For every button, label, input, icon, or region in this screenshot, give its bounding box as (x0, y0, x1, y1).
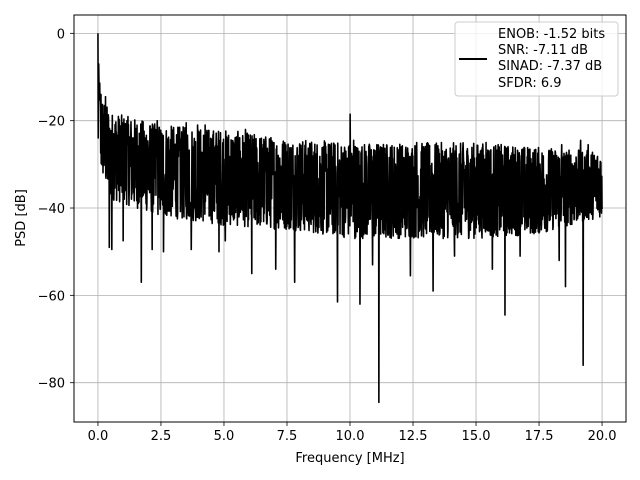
legend-enob: ENOB: -1.52 bits (498, 27, 605, 42)
legend-box (454, 21, 619, 97)
y-tick-label: −60 (38, 289, 65, 304)
x-tick-label: 2.5 (151, 429, 172, 444)
psd-series-line (97, 33, 603, 404)
y-tick-label: −20 (38, 115, 65, 130)
x-tick-label: 5.0 (214, 429, 235, 444)
x-tick-label: 12.5 (399, 429, 428, 444)
legend-sfdr: SFDR: 6.9 (498, 76, 562, 91)
y-tick-label: −80 (38, 377, 65, 392)
x-tick-label: 17.5 (525, 429, 554, 444)
y-tick-label: 0 (57, 27, 65, 42)
y-tick-label: −40 (38, 202, 65, 217)
x-axis: 0.0 2.5 5.0 7.5 10.0 12.5 15.0 17.5 20.0 (88, 422, 617, 444)
x-tick-label: 7.5 (277, 429, 298, 444)
y-axis-label: PSD [dB] (14, 189, 29, 247)
x-tick-label: 20.0 (588, 429, 617, 444)
x-tick-label: 0.0 (88, 429, 109, 444)
x-tick-label: 10.0 (336, 429, 365, 444)
legend: ENOB: -1.52 bits SNR: -7.11 dB SINAD: -7… (454, 21, 619, 97)
x-axis-label: Frequency [MHz] (295, 451, 404, 466)
series-layer (97, 33, 603, 404)
legend-sinad: SINAD: -7.37 dB (498, 59, 602, 74)
x-tick-label: 15.0 (462, 429, 491, 444)
legend-snr: SNR: -7.11 dB (498, 43, 588, 58)
y-axis: 0 −20 −40 −60 −80 (38, 27, 74, 392)
